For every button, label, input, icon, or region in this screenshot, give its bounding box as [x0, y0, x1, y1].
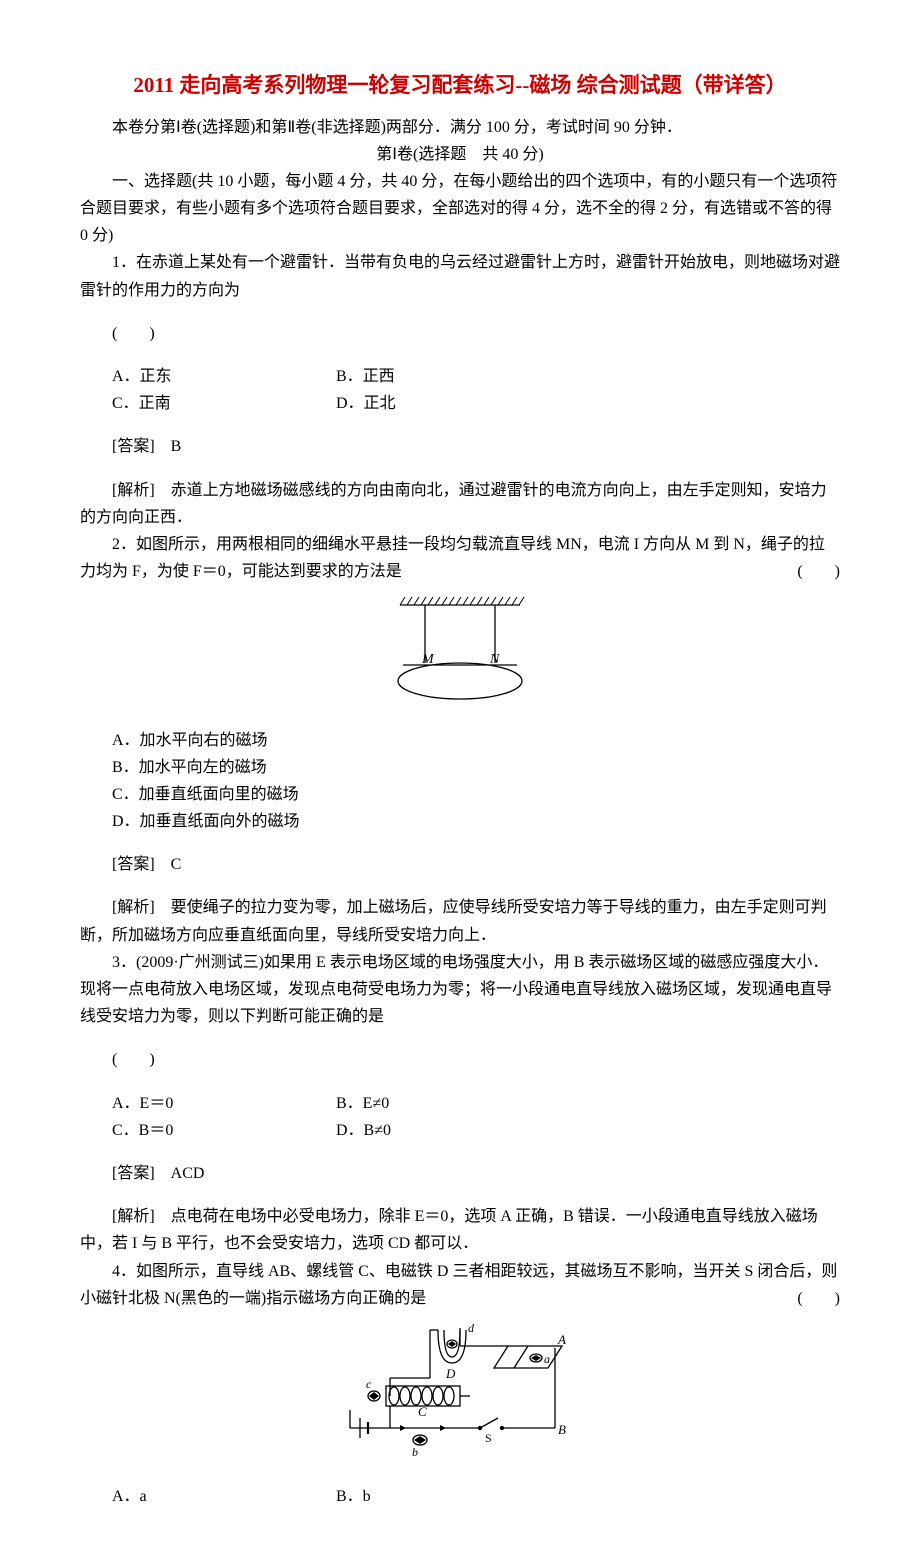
exam-intro: 本卷分第Ⅰ卷(选择题)和第Ⅱ卷(非选择题)两部分．满分 100 分，考试时间 9…	[80, 114, 840, 141]
q4-diagram: S A Ba d D Cc b	[80, 1318, 840, 1477]
q2-opt-d: D．加垂直纸面向外的磁场	[112, 808, 840, 835]
svg-text:B: B	[558, 1422, 566, 1437]
q3-opt-d: D．B≠0	[336, 1117, 840, 1144]
svg-text:S: S	[485, 1431, 492, 1445]
q4-stem-text: 4．如图所示，直导线 AB、螺线管 C、电磁铁 D 三者相距较远，其磁场互不影响…	[80, 1263, 837, 1307]
q2-stem: 2．如图所示，用两根相同的细绳水平悬挂一段均匀载流直导线 MN，电流 I 方向从…	[80, 531, 840, 585]
q3-stem: 3．(2009·广州测试三)如果用 E 表示电场区域的电场强度大小，用 B 表示…	[80, 949, 840, 1031]
q3-analysis: [解析] 点电荷在电场中必受电场力，除非 E＝0，选项 A 正确，B 错误．一小…	[80, 1203, 840, 1257]
q4-svg: S A Ba d D Cc b	[330, 1318, 590, 1468]
document-title: 2011 走向高考系列物理一轮复习配套练习--磁场 综合测试题（带详答）	[80, 70, 840, 102]
q4-opt-b: B．b	[336, 1483, 840, 1510]
svg-text:C: C	[418, 1404, 427, 1419]
q4-stem: 4．如图所示，直导线 AB、螺线管 C、电磁铁 D 三者相距较远，其磁场互不影响…	[80, 1258, 840, 1312]
svg-text:a: a	[544, 1352, 550, 1366]
q3-opt-a: A．E＝0	[112, 1090, 336, 1117]
q2-analysis: [解析] 要使绳子的拉力变为零，加上磁场后，应使导线所受安培力等于导线的重力，由…	[80, 894, 840, 948]
q1-opt-a: A．正东	[112, 363, 336, 390]
q3-answer: [答案] ACD	[112, 1160, 840, 1187]
svg-text:A: A	[557, 1332, 566, 1347]
svg-text:D: D	[445, 1366, 456, 1381]
q4-paren: ( )	[765, 1285, 840, 1312]
part-header: 第Ⅰ卷(选择题 共 40 分)	[80, 141, 840, 168]
q2-svg: MN	[360, 591, 560, 711]
svg-text:M: M	[421, 652, 435, 667]
svg-text:b: b	[412, 1445, 418, 1459]
q2-opt-c: C．加垂直纸面向里的磁场	[112, 781, 840, 808]
q1-opt-d: D．正北	[336, 390, 840, 417]
q3-opt-c: C．B＝0	[112, 1117, 336, 1144]
svg-text:N: N	[489, 652, 500, 667]
q4-opt-a: A．a	[112, 1483, 336, 1510]
q3-paren: ( )	[112, 1046, 840, 1073]
q2-opt-b: B．加水平向左的磁场	[112, 754, 840, 781]
q1-opt-c: C．正南	[112, 390, 336, 417]
q2-stem-text: 2．如图所示，用两根相同的细绳水平悬挂一段均匀载流直导线 MN，电流 I 方向从…	[80, 536, 825, 580]
q1-opt-b: B．正西	[336, 363, 840, 390]
svg-text:d: d	[468, 1321, 475, 1335]
q1-analysis: [解析] 赤道上方地磁场磁感线的方向由南向北，通过避雷针的电流方向向上，由左手定…	[80, 477, 840, 531]
q3-opt-b: B．E≠0	[336, 1090, 840, 1117]
q2-paren: ( )	[765, 558, 840, 585]
q1-stem: 1．在赤道上某处有一个避雷针．当带有负电的乌云经过避雷针上方时，避雷针开始放电，…	[80, 249, 840, 303]
section-intro: 一、选择题(共 10 小题，每小题 4 分，共 40 分，在每小题给出的四个选项…	[80, 168, 840, 250]
q2-opt-a: A．加水平向右的磁场	[112, 727, 840, 754]
q2-options: A．加水平向右的磁场 B．加水平向左的磁场 C．加垂直纸面向里的磁场 D．加垂直…	[112, 727, 840, 836]
q1-paren: ( )	[112, 320, 840, 347]
q3-options: A．E＝0 B．E≠0 C．B＝0 D．B≠0	[112, 1090, 840, 1144]
q1-options: A．正东 B．正西 C．正南 D．正北	[112, 363, 840, 417]
svg-text:c: c	[366, 1377, 372, 1391]
q2-diagram: MN	[80, 591, 840, 720]
q2-answer: [答案] C	[112, 851, 840, 878]
q1-answer: [答案] B	[112, 433, 840, 460]
q4-options: A．a B．b	[112, 1483, 840, 1510]
